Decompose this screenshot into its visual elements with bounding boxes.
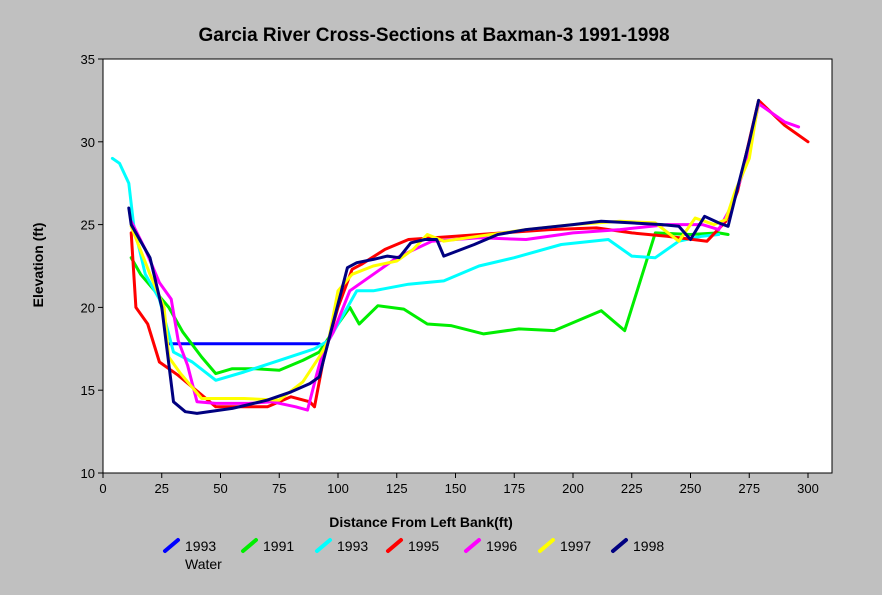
x-tick-label: 300 (797, 481, 819, 496)
x-tick-label: 275 (738, 481, 760, 496)
legend-label-line: 1997 (560, 538, 591, 554)
legend-swatch (464, 538, 481, 553)
legend-label-line: 1996 (486, 538, 517, 554)
legend-swatch (163, 538, 180, 553)
x-tick-label: 0 (99, 481, 106, 496)
legend-swatch (538, 538, 555, 553)
x-tick-label: 200 (562, 481, 584, 496)
x-tick-label: 25 (155, 481, 169, 496)
y-tick-label: 25 (81, 218, 95, 233)
legend: 1993 Water 1991 1993 1995 1996 1997 1998 (163, 538, 664, 572)
y-tick-label: 15 (81, 383, 95, 398)
y-tick-label: 30 (81, 135, 95, 150)
legend-label-line: 1998 (633, 538, 664, 554)
series-line-5 (129, 98, 761, 402)
y-tick-label: 20 (81, 300, 95, 315)
x-tick-label: 250 (680, 481, 702, 496)
x-tick-label: 125 (386, 481, 408, 496)
x-tick-label: 175 (503, 481, 525, 496)
x-axis-label: Distance From Left Bank(ft) (329, 514, 513, 530)
x-tick-label: 100 (327, 481, 349, 496)
y-tick-label: 10 (81, 466, 95, 481)
legend-label: 1991 (263, 538, 294, 554)
legend-label: 1993 (337, 538, 368, 554)
y-tick-label: 35 (81, 52, 95, 67)
legend-label-line: 1993 (337, 538, 368, 554)
legend-swatch (386, 538, 403, 553)
legend-label-line: Water (185, 556, 222, 572)
series-lines (110, 98, 810, 415)
legend-label: 1995 (408, 538, 439, 554)
legend-label: 1996 (486, 538, 517, 554)
axis-ticks: 0 25 50 75 100 125 150 175 200 225 250 275 300 10 15 20… (81, 52, 819, 496)
legend-label-line: 1993 (185, 538, 216, 554)
series-line-6 (127, 98, 761, 415)
series-line-1 (129, 231, 730, 376)
chart-title: Garcia River Cross-Sections at Baxman-3 … (198, 25, 669, 46)
y-axis-label: Elevation (ft) (30, 223, 46, 308)
legend-label: 1993 Water (185, 538, 222, 572)
x-tick-label: 50 (213, 481, 227, 496)
legend-label-line: 1991 (263, 538, 294, 554)
legend-swatch (315, 538, 332, 553)
x-tick-label: 75 (272, 481, 286, 496)
series-line-2 (110, 156, 721, 382)
legend-label-line: 1995 (408, 538, 439, 554)
x-tick-label: 150 (445, 481, 467, 496)
legend-swatch (611, 538, 628, 553)
x-tick-label: 225 (621, 481, 643, 496)
legend-label: 1997 (560, 538, 591, 554)
series-line-4 (129, 102, 801, 412)
legend-swatch (241, 538, 258, 553)
legend-label: 1998 (633, 538, 664, 554)
